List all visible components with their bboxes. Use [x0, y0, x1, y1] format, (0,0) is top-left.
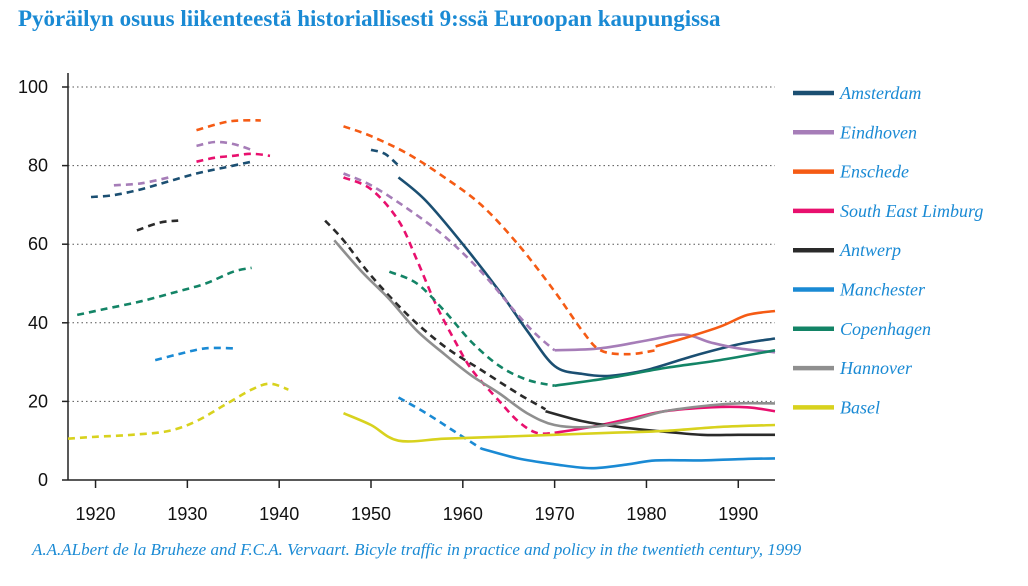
legend-item-antwerp: Antwerp: [793, 240, 901, 260]
chart-source-citation: A.A.ALbert de la Bruheze and F.C.A. Verv…: [32, 540, 802, 559]
series-line-basel-solid-2: [342, 412, 776, 443]
series-line-amsterdam-solid-3: [397, 176, 776, 378]
y-tick-label-60: 60: [28, 234, 48, 254]
series-enschede: [196, 118, 776, 356]
x-tick-label-1980: 1980: [626, 504, 666, 524]
legend-label-copenhagen: Copenhagen: [840, 319, 931, 339]
series-line-enschede-dashed-2: [343, 125, 656, 356]
series-copenhagen: [76, 266, 776, 387]
x-tick-label-1930: 1930: [167, 504, 207, 524]
x-tick-label-1920: 1920: [76, 504, 116, 524]
legend-item-hannover: Hannover: [793, 358, 913, 378]
legend-label-basel: Basel: [840, 397, 880, 417]
y-tick-label-100: 100: [18, 77, 48, 97]
series-line-copenhagen-dashed-2: [388, 270, 555, 387]
x-tick-label-1990: 1990: [718, 504, 758, 524]
legend-item-amsterdam: Amsterdam: [793, 83, 921, 103]
chart-title: Pyöräilyn osuus liikenteestä historialli…: [18, 6, 721, 31]
x-tick-label-1940: 1940: [259, 504, 299, 524]
y-tick-label-0: 0: [38, 470, 48, 490]
legend: Amsterdam Eindhoven Enschede South East Lim…: [793, 83, 983, 417]
series-basel: [67, 382, 776, 443]
series-line-antwerp-dashed-2: [324, 219, 547, 411]
legend-item-basel: Basel: [793, 397, 880, 417]
legend-label-manchester: Manchester: [839, 280, 926, 300]
series-south-east-limburg: [196, 152, 776, 435]
legend-label-eindhoven: Eindhoven: [839, 122, 917, 142]
series-line-south-east-limburg-dashed-1: [196, 152, 271, 163]
series-line-eindhoven-dashed-2: [196, 140, 253, 152]
series-line-hannover-solid-1: [333, 239, 776, 429]
x-tick-label-1970: 1970: [535, 504, 575, 524]
series-line-eindhoven-solid-4: [554, 333, 776, 354]
series-antwerp: [136, 219, 775, 437]
gridlines: [68, 86, 775, 402]
legend-item-manchester: Manchester: [793, 280, 926, 300]
legend-label-hannover: Hannover: [839, 358, 913, 378]
y-tick-label-40: 40: [28, 313, 48, 333]
legend-label-amsterdam: Amsterdam: [839, 83, 921, 103]
series-line-manchester-dashed-1: [154, 346, 234, 362]
series-line-eindhoven-dashed-1: [113, 176, 170, 187]
legend-item-copenhagen: Copenhagen: [793, 319, 931, 339]
series-line-enschede-dashed-1: [196, 118, 261, 132]
series-line-eindhoven-dashed-3: [342, 172, 556, 352]
series-eindhoven: [113, 140, 776, 354]
series-line-enschede-solid-3: [655, 309, 776, 348]
series-line-copenhagen-solid-3: [554, 349, 776, 387]
series-line-south-east-limburg-dashed-2: [342, 176, 555, 435]
series-line-manchester-solid-3: [480, 447, 776, 470]
legend-item-enschede: Enschede: [793, 162, 909, 182]
y-tick-label-80: 80: [28, 156, 48, 176]
legend-item-south-east-limburg: South East Limburg: [793, 201, 983, 221]
series-line-antwerp-dashed-1: [136, 219, 179, 232]
series-line-copenhagen-dashed-1: [76, 266, 252, 317]
series-amsterdam: [90, 148, 776, 378]
series-line-manchester-dashed-2: [397, 396, 482, 450]
legend-label-enschede: Enschede: [839, 162, 909, 182]
series-hannover: [333, 239, 776, 429]
x-tick-label-1950: 1950: [351, 504, 391, 524]
series-line-basel-dashed-1: [67, 382, 289, 440]
series-line-amsterdam-dashed-1: [90, 160, 252, 199]
legend-label-antwerp: Antwerp: [839, 240, 901, 260]
series-lines: [67, 118, 776, 470]
x-tick-label-1960: 1960: [443, 504, 483, 524]
series-manchester: [154, 346, 776, 470]
legend-label-south-east-limburg: South East Limburg: [840, 201, 983, 221]
series-line-amsterdam-dashed-2: [370, 148, 400, 167]
axes: 0 20 40 60 80 100 1920 1930 1940 1950 1960 1970 1980…: [18, 73, 775, 524]
y-tick-label-20: 20: [28, 391, 48, 411]
legend-item-eindhoven: Eindhoven: [793, 122, 917, 142]
